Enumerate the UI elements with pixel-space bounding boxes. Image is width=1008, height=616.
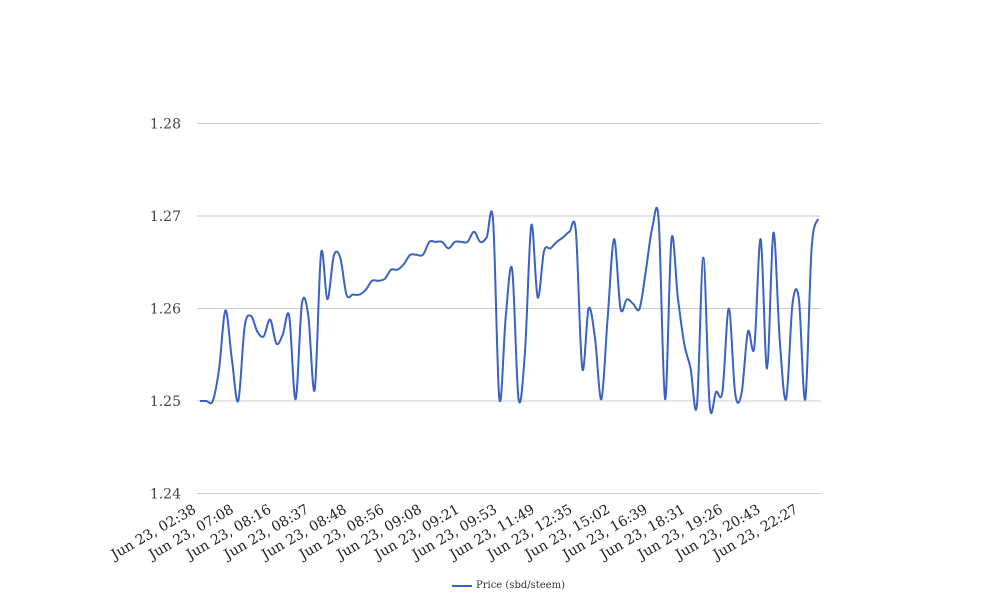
y-tick-label: 1.24	[150, 487, 181, 503]
legend: Price (sbd/steem)	[452, 580, 565, 591]
series-line-price	[200, 206, 819, 415]
legend-swatch	[452, 584, 472, 587]
series-lines	[200, 206, 819, 415]
legend-label: Price (sbd/steem)	[476, 580, 565, 591]
y-tick-label: 1.27	[150, 209, 181, 225]
y-axis-ticks: 1.24 1.25 1.26 1.27 1.28	[150, 117, 181, 503]
y-tick-label: 1.26	[150, 302, 181, 318]
gridlines	[197, 123, 821, 494]
y-tick-label: 1.28	[150, 117, 181, 133]
y-tick-label: 1.25	[150, 394, 181, 410]
